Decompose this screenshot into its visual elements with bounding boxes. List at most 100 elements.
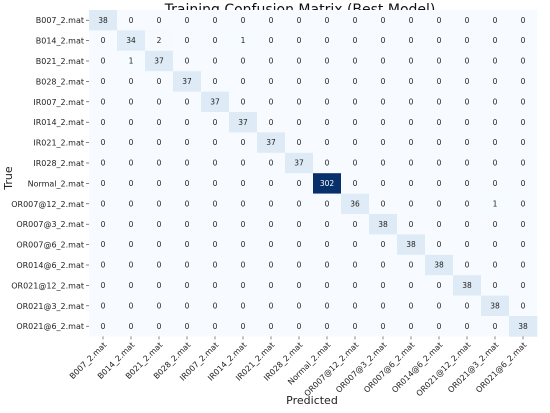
heatmap-cell [229, 30, 258, 52]
heatmap-cell [201, 173, 230, 194]
heatmap-cell [425, 173, 454, 194]
heatmap-cell [117, 193, 146, 215]
cell-value-label: 0 [521, 179, 526, 188]
cell-value-label: 0 [409, 199, 414, 208]
cell-value-label: 0 [409, 261, 414, 270]
heatmap-cell [89, 295, 118, 317]
y-tick-label: OR021@6_2.mat [16, 322, 84, 331]
heatmap-cell [453, 132, 482, 154]
cell-value-label: 0 [269, 261, 274, 270]
heatmap-cell [481, 132, 510, 154]
cell-value-label: 0 [269, 179, 274, 188]
cell-value-label: 0 [213, 36, 218, 45]
heatmap-cell [341, 316, 370, 337]
cell-value-label: 0 [297, 97, 302, 106]
cell-value-label: 0 [465, 159, 470, 168]
x-tick-label: OR014@6_2.mat [390, 340, 444, 394]
cell-value-label: 0 [381, 138, 386, 147]
cell-value-label: 0 [297, 220, 302, 229]
y-tick-label: IR028_2.mat [33, 159, 84, 168]
heatmap-cell [425, 91, 454, 113]
cell-value-label: 0 [493, 281, 498, 290]
cell-value-label: 0 [381, 159, 386, 168]
heatmap-cell [285, 10, 314, 31]
heatmap-cell [509, 10, 538, 31]
heatmap-cell [341, 295, 370, 317]
cell-value-label: 0 [409, 118, 414, 127]
cell-value-label: 0 [521, 57, 526, 66]
heatmap-cell [229, 112, 258, 133]
heatmap-cell [313, 132, 342, 154]
heatmap-cell [453, 112, 482, 133]
heatmap-cell [453, 234, 482, 256]
cell-value-label: 0 [353, 281, 358, 290]
heatmap-cell [313, 214, 342, 235]
heatmap-cell [173, 30, 202, 52]
heatmap-cell [285, 234, 314, 256]
cell-value-label: 0 [297, 281, 302, 290]
cell-value-label: 0 [381, 36, 386, 45]
heatmap-cell [173, 316, 202, 337]
heatmap-cell [173, 234, 202, 256]
heatmap-cell [341, 254, 370, 276]
cell-value-label: 0 [297, 36, 302, 45]
cell-value-label: 0 [269, 240, 274, 249]
heatmap-cell [481, 295, 510, 317]
heatmap-cell [453, 91, 482, 113]
heatmap-cell [453, 275, 482, 296]
cell-value-label: 0 [493, 16, 498, 25]
heatmap-cell [425, 112, 454, 133]
heatmap-cell [229, 91, 258, 113]
heatmap-cell [313, 193, 342, 215]
y-tick-label: IR014_2.mat [33, 118, 84, 127]
cell-value-label: 0 [409, 159, 414, 168]
heatmap-cell [509, 152, 538, 174]
heatmap-cell [481, 193, 510, 215]
heatmap-cell [257, 275, 286, 296]
cell-value-label: 0 [493, 97, 498, 106]
heatmap-cell [145, 316, 174, 337]
cell-value-label: 0 [129, 301, 134, 310]
cell-value-label: 0 [241, 220, 246, 229]
heatmap-cell [341, 275, 370, 296]
cell-value-label: 0 [381, 118, 386, 127]
cell-value-label: 0 [521, 159, 526, 168]
cell-value-label: 0 [353, 36, 358, 45]
cell-value-label: 0 [241, 97, 246, 106]
cell-value-label: 0 [157, 179, 162, 188]
cell-value-label: 0 [213, 240, 218, 249]
cell-value-label: 0 [465, 138, 470, 147]
heatmap-cell [453, 214, 482, 235]
heatmap-cell [201, 275, 230, 296]
cell-value-label: 0 [269, 16, 274, 25]
cell-value-label: 0 [353, 97, 358, 106]
cell-value-label: 0 [465, 199, 470, 208]
cell-value-label: 0 [157, 301, 162, 310]
heatmap-cell [229, 10, 258, 31]
cell-value-label: 0 [297, 179, 302, 188]
heatmap-cell [425, 193, 454, 215]
cell-value-label: 0 [129, 281, 134, 290]
cell-value-label: 38 [462, 281, 472, 290]
heatmap-cell [229, 132, 258, 154]
cell-value-label: 0 [269, 220, 274, 229]
cell-value-label: 0 [297, 240, 302, 249]
cell-value-label: 0 [381, 179, 386, 188]
cell-value-label: 0 [353, 301, 358, 310]
heatmap-cell [201, 214, 230, 235]
cell-value-label: 0 [465, 261, 470, 270]
cell-value-label: 0 [157, 97, 162, 106]
cell-value-label: 0 [297, 322, 302, 331]
heatmap-cell [89, 91, 118, 113]
heatmap-cell [509, 214, 538, 235]
heatmap-cell [313, 275, 342, 296]
cell-value-label: 0 [437, 138, 442, 147]
cell-value-label: 0 [409, 179, 414, 188]
heatmap-cell [117, 112, 146, 133]
cell-value-label: 0 [325, 97, 330, 106]
cell-value-label: 0 [101, 261, 106, 270]
y-tick-label: OR007@3_2.mat [16, 220, 84, 229]
cell-value-label: 0 [241, 301, 246, 310]
cell-value-label: 0 [493, 159, 498, 168]
heatmap-cell [481, 30, 510, 52]
